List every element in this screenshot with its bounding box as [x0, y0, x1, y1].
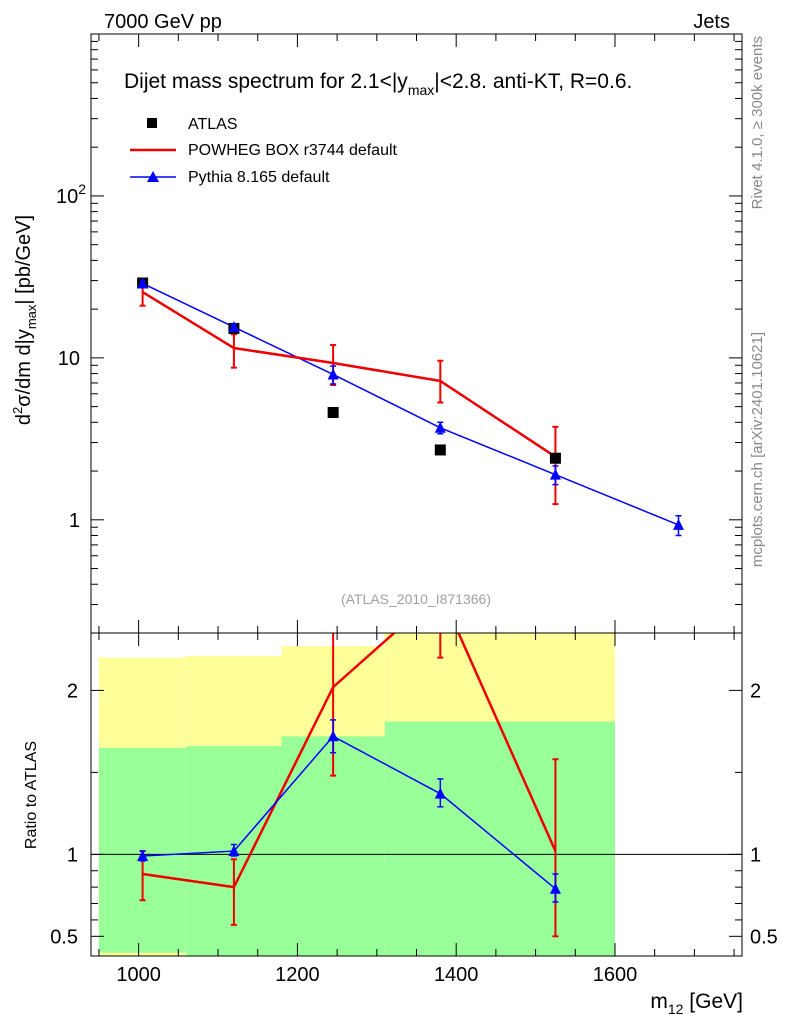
x-tick-label: 1200 — [275, 964, 320, 986]
atlas-point — [434, 444, 446, 456]
main-y-tick-label: 10 — [58, 348, 80, 370]
ratio-pythia-point — [549, 882, 561, 894]
pythia-point — [137, 277, 149, 289]
pythia-point — [327, 368, 339, 380]
x-tick-label: 1400 — [434, 964, 479, 986]
x-axis-label: m12 [GeV] — [650, 990, 743, 1017]
x-tick-label: 1600 — [593, 964, 638, 986]
pythia-point — [434, 421, 446, 433]
pythia-point — [672, 518, 684, 530]
main-y-tick-label: 102 — [56, 181, 86, 208]
main-y-axis: 102 10 1 — [56, 33, 742, 634]
legend-powheg-label: POWHEG BOX r3744 default — [188, 142, 398, 159]
main-y-tick-label: 1 — [69, 510, 80, 532]
legend-pythia-label: Pythia 8.165 default — [188, 169, 330, 186]
legend: ATLAS POWHEG BOX r3744 default Pythia 8.… — [130, 116, 398, 186]
ratio-pythia-point — [434, 787, 446, 799]
ratio-y-tick-label: 1 — [67, 844, 78, 866]
main-plot-series — [137, 277, 684, 537]
ratio-pythia-point — [228, 845, 240, 857]
analysis-id: (ATLAS_2010_I871366) — [341, 591, 491, 607]
header-right: Jets — [693, 11, 730, 33]
legend-pythia-marker — [147, 171, 159, 182]
legend-atlas-marker — [147, 118, 157, 128]
rivet-label: Rivet 4.1.0, ≥ 300k events — [749, 36, 766, 209]
x-tick-label: 1000 — [116, 964, 161, 986]
ratio-band-green — [384, 721, 615, 956]
main-y-axis-label: d2σ/dm d|ymax| [pb/GeV] — [10, 215, 39, 425]
pythia-point — [228, 321, 240, 333]
main-plot-panel: 102 10 1 Dijet mass spectrum for 2.1<|ymax… — [10, 33, 743, 634]
pythia-line — [142, 282, 679, 526]
ratio-y-axis-label: Ratio to ATLAS — [23, 741, 40, 849]
pythia-point — [549, 468, 561, 480]
ratio-plot-series — [91, 633, 742, 956]
ratio-pythia-point — [137, 849, 149, 861]
powheg-line — [141, 290, 557, 458]
atlas-point — [549, 452, 561, 464]
ratio-axes: 2 2 1 1 0.5 0.5 1000 1200 1400 1600 — [50, 633, 778, 986]
header-left: 7000 GeV pp — [104, 11, 222, 33]
ratio-y-tick-label-right: 2 — [750, 680, 761, 702]
ratio-y-tick-label-right: 1 — [750, 844, 761, 866]
ratio-pythia-point — [327, 730, 339, 742]
main-plot-title: Dijet mass spectrum for 2.1<|ymax|<2.8. … — [124, 70, 632, 98]
ratio-y-tick-label: 2 — [67, 680, 78, 702]
mcplots-label: mcplots.cern.ch [arXiv:2401.10621] — [749, 332, 766, 567]
ratio-plot-panel: 2 2 1 1 0.5 0.5 1000 1200 1400 1600 Ratio to ATLA… — [23, 632, 778, 1017]
atlas-point — [327, 406, 339, 418]
legend-atlas-label: ATLAS — [188, 116, 238, 133]
ratio-y-tick-label: 0.5 — [50, 926, 78, 948]
ratio-y-tick-label-right: 0.5 — [750, 926, 778, 948]
